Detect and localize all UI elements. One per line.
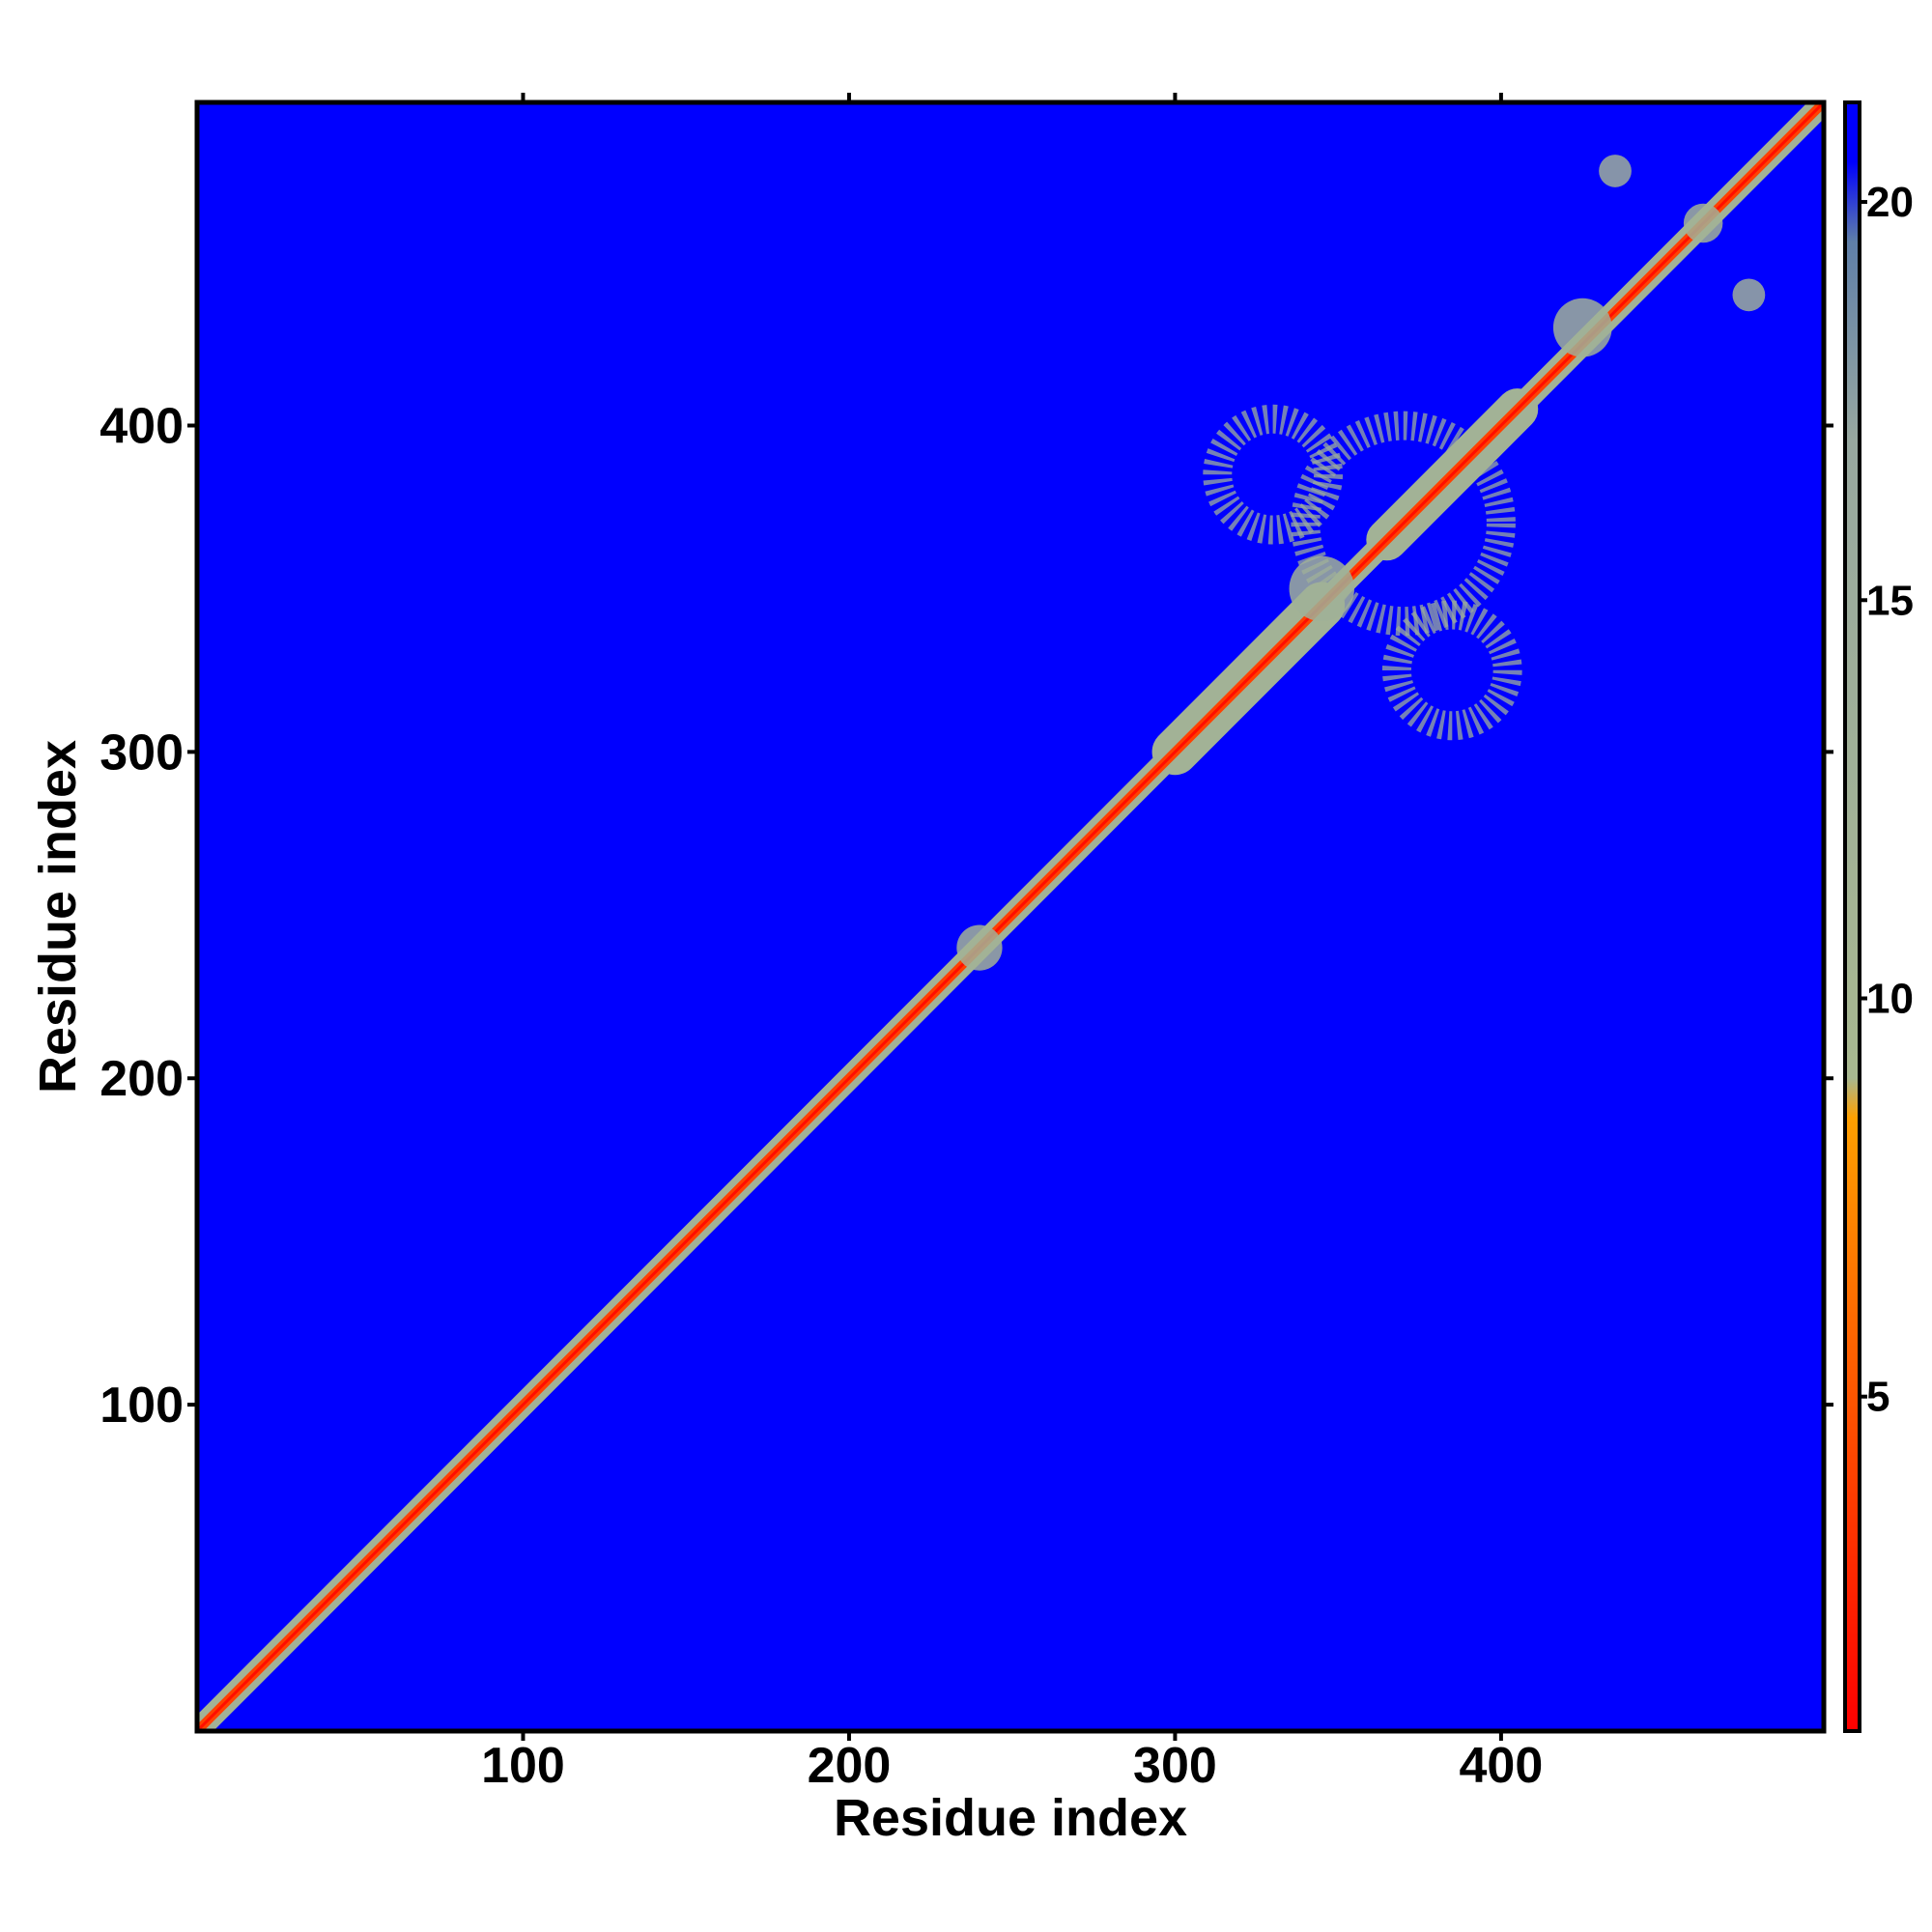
contact-blob [1552, 298, 1612, 357]
contact-ring [1291, 411, 1516, 637]
contact-blob [1289, 555, 1355, 622]
x-tick-label: 400 [1460, 1738, 1544, 1794]
colorbar-tick-label: 15 [1866, 577, 1914, 624]
y-tick-label: 200 [99, 1051, 184, 1107]
contact-ring [1203, 404, 1344, 545]
contact-blob [956, 924, 1003, 971]
y-tick-label: 100 [99, 1378, 184, 1434]
contact-blob [1599, 155, 1632, 187]
heatmap [197, 102, 1824, 1731]
y-tick-label: 300 [99, 724, 184, 781]
colorbar-tick-label: 5 [1866, 1374, 1889, 1421]
x-tick-label: 300 [1133, 1738, 1217, 1794]
colorbar [1843, 100, 1861, 1733]
x-axis-label: Residue index [834, 1789, 1187, 1847]
colorbar-tick-label: 20 [1866, 179, 1914, 226]
contact-ring [1381, 600, 1522, 741]
y-tick-label: 400 [99, 398, 184, 454]
x-tick-label: 200 [808, 1738, 892, 1794]
contact-blob [1732, 278, 1766, 312]
plot-frame [194, 99, 1827, 1734]
y-axis-label: Residue index [29, 740, 87, 1094]
diagonal-band [198, 102, 1824, 1730]
contact-blob [1683, 203, 1723, 243]
colorbar-tick-label: 10 [1866, 976, 1914, 1023]
x-tick-label: 100 [481, 1738, 565, 1794]
